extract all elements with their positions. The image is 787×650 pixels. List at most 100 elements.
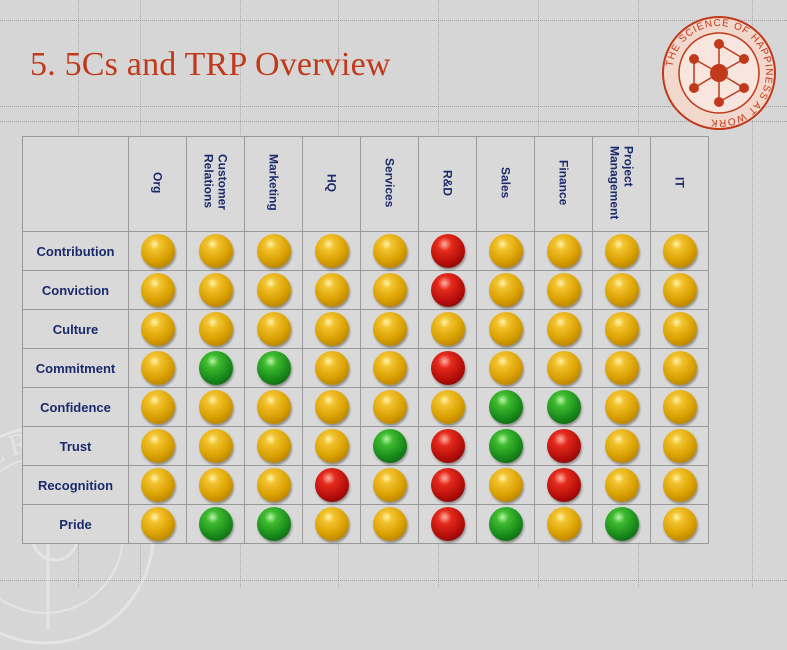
status-cell (592, 270, 651, 310)
status-amber-indicator (314, 273, 349, 307)
guide-line (0, 580, 787, 581)
status-amber-indicator (604, 429, 639, 463)
status-cell (650, 504, 709, 544)
status-amber-indicator (372, 390, 407, 424)
table-row: Pride (22, 504, 709, 544)
status-cell (592, 387, 651, 427)
status-cell (476, 465, 535, 505)
status-cell (650, 387, 709, 427)
status-amber-indicator (430, 312, 465, 346)
status-amber-indicator (140, 234, 175, 268)
status-cell (650, 426, 709, 466)
status-amber-indicator (198, 429, 233, 463)
status-cell (128, 426, 187, 466)
status-amber-indicator (372, 507, 407, 541)
row-label: Pride (22, 504, 129, 544)
status-amber-indicator (662, 234, 697, 268)
status-cell (360, 504, 419, 544)
status-amber-indicator (488, 351, 523, 385)
status-amber-indicator (546, 234, 581, 268)
guide-line (0, 106, 787, 107)
status-cell (244, 348, 303, 388)
status-amber-indicator (372, 234, 407, 268)
status-cell (244, 270, 303, 310)
status-green-indicator (604, 507, 639, 541)
status-cell (360, 426, 419, 466)
status-amber-indicator (662, 273, 697, 307)
status-red-indicator (430, 429, 465, 463)
status-green-indicator (546, 390, 581, 424)
status-cell (418, 348, 477, 388)
status-cell (650, 348, 709, 388)
status-cell (418, 426, 477, 466)
column-header: Marketing (244, 136, 303, 232)
status-amber-indicator (372, 312, 407, 346)
status-cell (534, 231, 593, 271)
status-cell (418, 231, 477, 271)
status-cell (534, 426, 593, 466)
status-amber-indicator (256, 312, 291, 346)
status-cell (592, 504, 651, 544)
row-label: Contribution (22, 231, 129, 271)
status-amber-indicator (140, 468, 175, 502)
status-amber-indicator (546, 351, 581, 385)
status-amber-indicator (546, 273, 581, 307)
status-red-indicator (430, 351, 465, 385)
status-green-indicator (256, 351, 291, 385)
status-amber-indicator (372, 273, 407, 307)
status-cell (302, 387, 361, 427)
status-amber-indicator (198, 312, 233, 346)
status-amber-indicator (140, 429, 175, 463)
status-amber-indicator (488, 468, 523, 502)
status-cell (186, 465, 245, 505)
status-cell (650, 465, 709, 505)
status-green-indicator (488, 507, 523, 541)
status-amber-indicator (198, 273, 233, 307)
status-matrix: Org Customer Relations Marketing HQ Serv… (22, 136, 709, 544)
status-cell (476, 348, 535, 388)
status-red-indicator (430, 468, 465, 502)
table-row: Commitment (22, 348, 709, 388)
status-cell (302, 465, 361, 505)
status-cell (650, 309, 709, 349)
column-header: Customer Relations (186, 136, 245, 232)
header-row: Org Customer Relations Marketing HQ Serv… (22, 136, 709, 232)
status-green-indicator (488, 429, 523, 463)
table-row: Culture (22, 309, 709, 349)
status-cell (592, 309, 651, 349)
status-amber-indicator (488, 273, 523, 307)
status-cell (302, 309, 361, 349)
column-header: Services (360, 136, 419, 232)
status-cell (186, 348, 245, 388)
status-amber-indicator (662, 351, 697, 385)
status-cell (186, 504, 245, 544)
column-header: Sales (476, 136, 535, 232)
status-cell (476, 387, 535, 427)
status-red-indicator (546, 468, 581, 502)
status-cell (244, 465, 303, 505)
status-green-indicator (256, 507, 291, 541)
guide-line (0, 20, 787, 21)
status-amber-indicator (314, 234, 349, 268)
column-header: R&D (418, 136, 477, 232)
status-cell (476, 504, 535, 544)
status-cell (186, 426, 245, 466)
status-amber-indicator (488, 234, 523, 268)
status-amber-indicator (662, 390, 697, 424)
row-label: Confidence (22, 387, 129, 427)
status-amber-indicator (256, 390, 291, 424)
status-cell (418, 387, 477, 427)
status-cell (476, 231, 535, 271)
status-cell (476, 426, 535, 466)
column-header: HQ (302, 136, 361, 232)
status-cell (302, 426, 361, 466)
status-cell (592, 231, 651, 271)
status-red-indicator (430, 234, 465, 268)
column-header: Org (128, 136, 187, 232)
table-row: Contribution (22, 231, 709, 271)
status-amber-indicator (604, 312, 639, 346)
status-amber-indicator (256, 234, 291, 268)
status-cell (186, 231, 245, 271)
status-red-indicator (430, 507, 465, 541)
status-amber-indicator (314, 390, 349, 424)
